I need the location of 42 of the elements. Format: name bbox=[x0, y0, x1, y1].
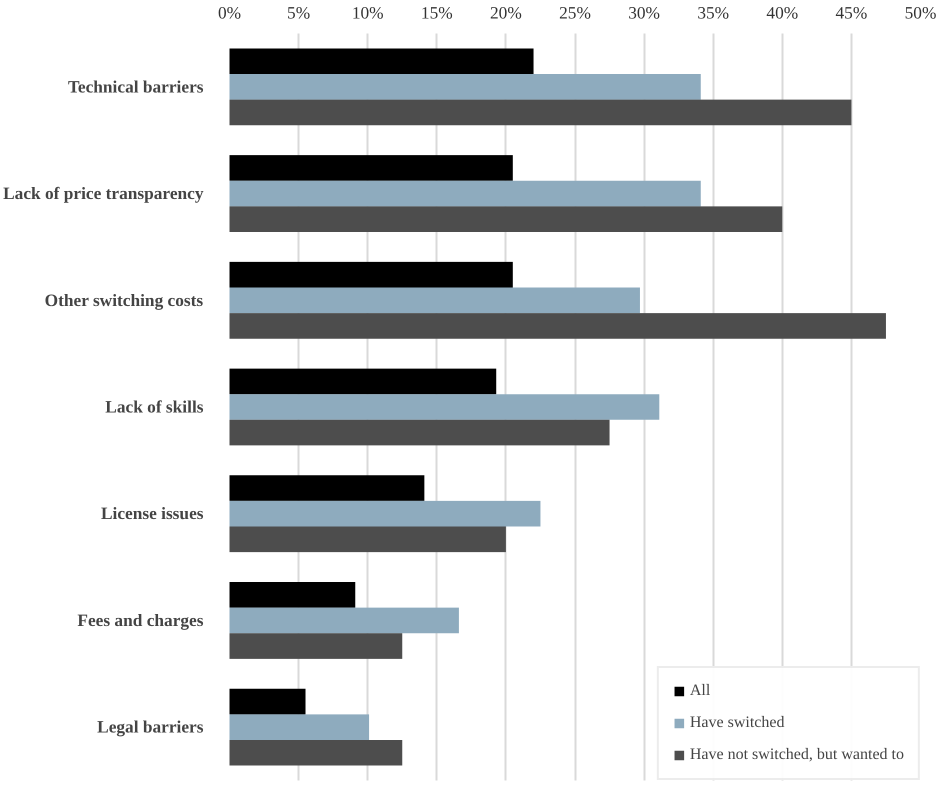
bar bbox=[230, 155, 513, 181]
bar bbox=[230, 394, 660, 420]
x-tick-label: 20% bbox=[490, 4, 522, 22]
x-tick-label: 30% bbox=[628, 4, 660, 22]
x-tick-label: 25% bbox=[559, 4, 591, 22]
bar bbox=[230, 262, 513, 288]
x-tick-label: 5% bbox=[287, 4, 310, 22]
bar bbox=[230, 688, 306, 714]
bar bbox=[230, 74, 701, 100]
x-tick-label: 0% bbox=[218, 4, 242, 22]
bar bbox=[230, 100, 852, 126]
bar bbox=[230, 500, 540, 527]
bar bbox=[230, 180, 701, 206]
y-tick-label: Technical barriers bbox=[68, 77, 204, 96]
x-tick-label: 15% bbox=[420, 4, 453, 22]
y-tick-label: Legal barriers bbox=[97, 718, 204, 737]
x-tick-label: 35% bbox=[697, 4, 730, 22]
bar bbox=[230, 48, 534, 74]
legend-label: Have not switched, but wanted to bbox=[690, 746, 904, 764]
bar bbox=[230, 206, 782, 232]
bar bbox=[230, 313, 886, 339]
x-tick-label: 10% bbox=[352, 4, 384, 22]
bar bbox=[230, 287, 640, 314]
legend-label: Have switched bbox=[690, 714, 784, 732]
x-tick-label: 50% bbox=[904, 4, 936, 22]
y-tick-label: Lack of price transparency bbox=[3, 184, 204, 204]
bar bbox=[230, 740, 402, 766]
y-tick-label: Lack of skills bbox=[105, 398, 204, 416]
bar bbox=[230, 368, 496, 394]
bar bbox=[230, 608, 459, 634]
x-tick-label: 40% bbox=[766, 4, 798, 22]
legend-label: All bbox=[690, 682, 710, 700]
x-tick-label: 45% bbox=[836, 4, 868, 22]
y-tick-label: Fees and charges bbox=[77, 610, 204, 630]
bar bbox=[230, 582, 356, 608]
y-tick-label: License issues bbox=[100, 504, 204, 524]
bar bbox=[230, 526, 506, 552]
bar bbox=[230, 475, 424, 501]
y-tick-label: Other switching costs bbox=[44, 290, 204, 310]
bar bbox=[230, 714, 370, 740]
bar bbox=[230, 633, 402, 659]
bar bbox=[230, 420, 610, 446]
